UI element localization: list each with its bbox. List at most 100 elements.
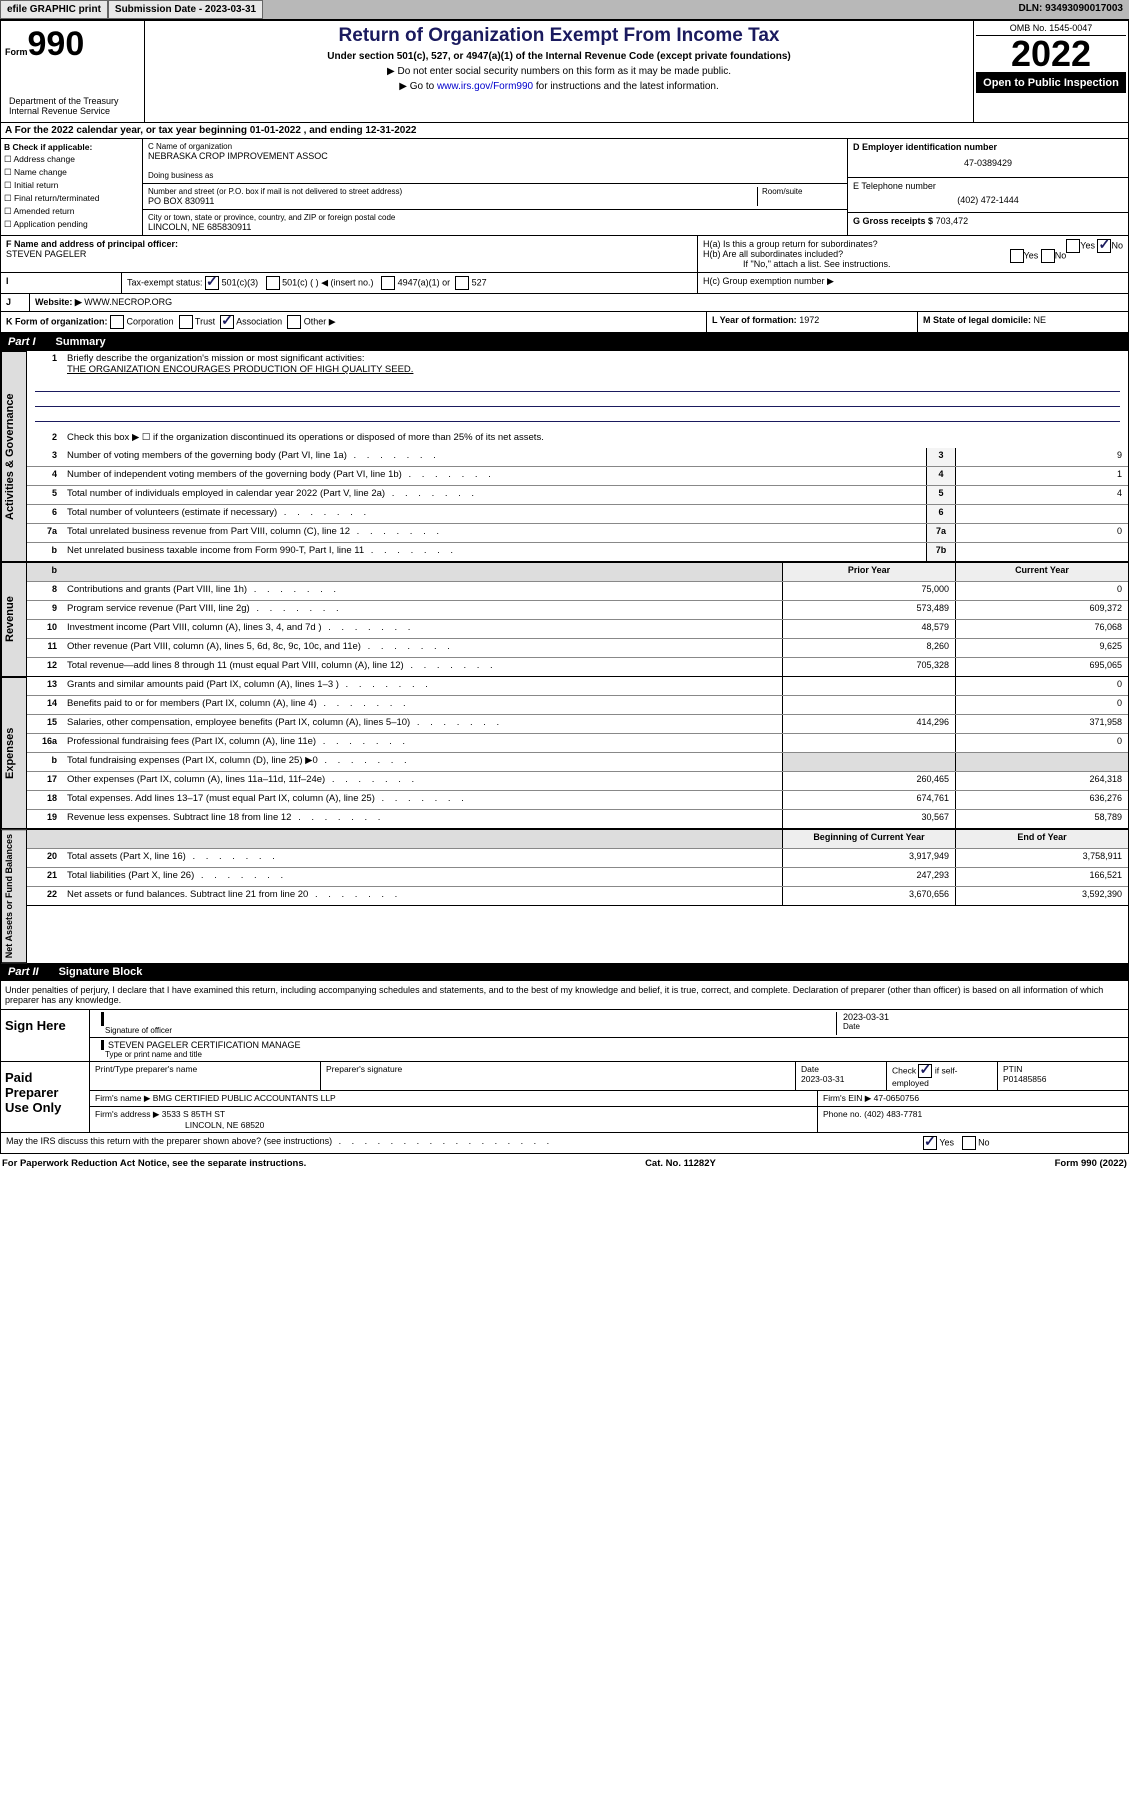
sign-here-block: Sign Here Signature of officer 2023-03-3… bbox=[0, 1010, 1129, 1062]
line-20: 20 Total assets (Part X, line 16) 3,917,… bbox=[27, 849, 1128, 868]
vtab-governance: Activities & Governance bbox=[1, 351, 27, 562]
dln: DLN: 93493090017003 bbox=[1012, 0, 1129, 19]
gov-line-3: 3 Number of voting members of the govern… bbox=[27, 448, 1128, 467]
ha-yes[interactable] bbox=[1066, 239, 1080, 253]
principal-officer: STEVEN PAGELER bbox=[6, 249, 692, 259]
website: WWW.NECROP.ORG bbox=[84, 297, 172, 307]
line-18: 18 Total expenses. Add lines 13–17 (must… bbox=[27, 791, 1128, 810]
ein: 47-0389429 bbox=[853, 152, 1123, 174]
line-a-tax-year: A For the 2022 calendar year, or tax yea… bbox=[0, 123, 1129, 139]
irs-link[interactable]: www.irs.gov/Form990 bbox=[437, 81, 533, 92]
discuss-no[interactable] bbox=[962, 1136, 976, 1150]
check-4947[interactable] bbox=[381, 276, 395, 290]
check-assoc[interactable] bbox=[220, 315, 234, 329]
line-8: 8 Contributions and grants (Part VIII, l… bbox=[27, 582, 1128, 601]
check-amended-return[interactable]: ☐ Amended return bbox=[4, 206, 139, 217]
entity-section: B Check if applicable: ☐ Address change … bbox=[0, 139, 1129, 236]
vtab-net: Net Assets or Fund Balances bbox=[1, 829, 27, 963]
gov-line-7a: 7a Total unrelated business revenue from… bbox=[27, 524, 1128, 543]
self-employed-check[interactable]: Check if self-employed bbox=[887, 1062, 998, 1090]
website-row: J Website: ▶ WWW.NECROP.ORG bbox=[0, 294, 1129, 312]
page-footer: For Paperwork Reduction Act Notice, see … bbox=[0, 1154, 1129, 1173]
part1-header: Part I Summary bbox=[0, 333, 1129, 351]
check-corp[interactable] bbox=[110, 315, 124, 329]
officer-name: STEVEN PAGELER CERTIFICATION MANAGE bbox=[101, 1040, 1123, 1050]
check-final-return[interactable]: ☐ Final return/terminated bbox=[4, 193, 139, 204]
may-discuss-row: May the IRS discuss this return with the… bbox=[0, 1133, 1129, 1154]
paid-preparer-block: Paid Preparer Use Only Print/Type prepar… bbox=[0, 1062, 1129, 1133]
gov-line-4: 4 Number of independent voting members o… bbox=[27, 467, 1128, 486]
prep-date: 2023-03-31 bbox=[801, 1074, 844, 1084]
check-name-change[interactable]: ☐ Name change bbox=[4, 167, 139, 178]
line-12: 12 Total revenue—add lines 8 through 11 … bbox=[27, 658, 1128, 677]
year-formation: 1972 bbox=[799, 315, 819, 325]
open-to-public: Open to Public Inspection bbox=[976, 73, 1126, 93]
vtab-expenses: Expenses bbox=[1, 677, 27, 829]
form-subtitle: Under section 501(c), 527, or 4947(a)(1)… bbox=[153, 51, 965, 62]
hb-yes[interactable] bbox=[1010, 249, 1024, 263]
org-city: LINCOLN, NE 685830911 bbox=[148, 222, 842, 232]
dept-treasury: Department of the Treasury Internal Reve… bbox=[5, 94, 140, 118]
line-9: 9 Program service revenue (Part VIII, li… bbox=[27, 601, 1128, 620]
check-other[interactable] bbox=[287, 315, 301, 329]
gov-line-6: 6 Total number of volunteers (estimate i… bbox=[27, 505, 1128, 524]
discuss-yes[interactable] bbox=[923, 1136, 937, 1150]
section-net-assets: Net Assets or Fund Balances Beginning of… bbox=[0, 829, 1129, 963]
mission-blank-line bbox=[35, 392, 1120, 407]
line-14: 14 Benefits paid to or for members (Part… bbox=[27, 696, 1128, 715]
check-initial-return[interactable]: ☐ Initial return bbox=[4, 180, 139, 191]
mission: THE ORGANIZATION ENCOURAGES PRODUCTION O… bbox=[67, 364, 413, 375]
line-17: 17 Other expenses (Part IX, column (A), … bbox=[27, 772, 1128, 791]
ha-no[interactable] bbox=[1097, 239, 1111, 253]
firm-ein: 47-0650756 bbox=[874, 1093, 919, 1103]
box-d: D Employer identification number 47-0389… bbox=[848, 139, 1128, 235]
sign-date: 2023-03-31 bbox=[843, 1012, 1123, 1022]
gov-line-5: 5 Total number of individuals employed i… bbox=[27, 486, 1128, 505]
declaration: Under penalties of perjury, I declare th… bbox=[0, 981, 1129, 1010]
officer-row: F Name and address of principal officer:… bbox=[0, 236, 1129, 273]
line-21: 21 Total liabilities (Part X, line 26) 2… bbox=[27, 868, 1128, 887]
check-527[interactable] bbox=[455, 276, 469, 290]
efile-print-button[interactable]: efile GRAPHIC print bbox=[0, 0, 108, 19]
check-app-pending[interactable]: ☐ Application pending bbox=[4, 219, 139, 230]
org-address: PO BOX 830911 bbox=[148, 196, 757, 206]
line-10: 10 Investment income (Part VIII, column … bbox=[27, 620, 1128, 639]
line-19: 19 Revenue less expenses. Subtract line … bbox=[27, 810, 1128, 829]
check-501c3[interactable] bbox=[205, 276, 219, 290]
telephone: (402) 472-1444 bbox=[853, 191, 1123, 209]
section-revenue: Revenue b Prior Year Current Year 8 Cont… bbox=[0, 562, 1129, 677]
form-ref: Form 990 (2022) bbox=[1055, 1158, 1127, 1169]
box-c: C Name of organization NEBRASKA CROP IMP… bbox=[143, 139, 848, 235]
mission-blank-line bbox=[35, 407, 1120, 422]
vtab-revenue: Revenue bbox=[1, 562, 27, 677]
tax-status-row: I Tax-exempt status: 501(c)(3) 501(c) ( … bbox=[0, 273, 1129, 294]
section-governance: Activities & Governance 1 Briefly descri… bbox=[0, 351, 1129, 562]
part2-header: Part II Signature Block bbox=[0, 963, 1129, 981]
form-title: Return of Organization Exempt From Incom… bbox=[153, 25, 965, 47]
section-expenses: Expenses 13 Grants and similar amounts p… bbox=[0, 677, 1129, 829]
org-name: NEBRASKA CROP IMPROVEMENT ASSOC bbox=[148, 151, 842, 161]
firm-phone: (402) 483-7781 bbox=[864, 1109, 922, 1119]
line-13: 13 Grants and similar amounts paid (Part… bbox=[27, 677, 1128, 696]
check-trust[interactable] bbox=[179, 315, 193, 329]
line-22: 22 Net assets or fund balances. Subtract… bbox=[27, 887, 1128, 906]
ptin: P01485856 bbox=[1003, 1074, 1047, 1084]
tax-year: 2022 bbox=[976, 36, 1126, 73]
firm-address: 3533 S 85TH ST bbox=[162, 1109, 225, 1119]
instr-ssn: ▶ Do not enter social security numbers o… bbox=[153, 66, 965, 77]
check-address-change[interactable]: ☐ Address change bbox=[4, 154, 139, 165]
line-15: 15 Salaries, other compensation, employe… bbox=[27, 715, 1128, 734]
form-number: 990 bbox=[28, 25, 85, 63]
instr-link: ▶ Go to www.irs.gov/Form990 for instruct… bbox=[153, 81, 965, 92]
gov-line-b: b Net unrelated business taxable income … bbox=[27, 543, 1128, 562]
submission-date: Submission Date - 2023-03-31 bbox=[108, 0, 263, 19]
firm-name: BMG CERTIFIED PUBLIC ACCOUNTANTS LLP bbox=[153, 1093, 336, 1103]
form-header: Form990 Department of the Treasury Inter… bbox=[0, 20, 1129, 123]
mission-blank-line bbox=[35, 377, 1120, 392]
box-b: B Check if applicable: ☐ Address change … bbox=[1, 139, 143, 235]
check-501c[interactable] bbox=[266, 276, 280, 290]
state-domicile: NE bbox=[1034, 315, 1047, 325]
form-label: Form bbox=[5, 47, 28, 57]
gross-receipts: 703,472 bbox=[936, 216, 969, 226]
hb-no[interactable] bbox=[1041, 249, 1055, 263]
